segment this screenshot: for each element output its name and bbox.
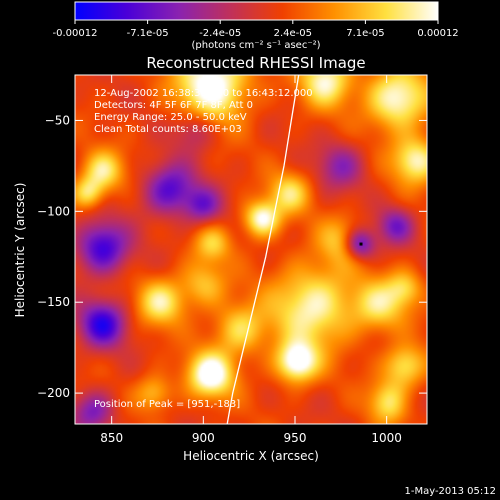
colorbar-tick-label: -0.00012 (53, 28, 98, 39)
peak-position-label: Position of Peak = [951,-183] (94, 399, 240, 410)
info-text: 12-Aug-2002 16:38:36.000 to 16:43:12.000… (94, 88, 313, 135)
x-tick-label: 1000 (371, 431, 402, 445)
y-tick-label: −150 (37, 295, 70, 309)
x-tick-label: 950 (284, 431, 307, 445)
y-tick-label: −100 (37, 204, 70, 218)
footer-date: 1-May-2013 05:12 (404, 486, 496, 497)
colorbar-tick-label: -7.1e-05 (127, 28, 169, 39)
colorbar-tick-label: 7.1e-05 (346, 28, 384, 39)
y-tick-label: −50 (45, 113, 70, 127)
plot-frame (74, 74, 428, 425)
plot-area (74, 74, 428, 425)
colorbar-ticks: -0.00012 -7.1e-05 -2.4e-05 2.4e-05 7.1e-05 0.… (53, 20, 459, 39)
info-line-4: Clean Total counts: 8.60E+03 (94, 124, 242, 135)
y-tick-label: −200 (37, 386, 70, 400)
info-line-3: Energy Range: 25.0 - 50.0 keV (94, 112, 247, 123)
colorbar-tick-label: 0.00012 (417, 28, 458, 39)
chart-title: Reconstructed RHESSI Image (146, 54, 365, 72)
x-tick-label: 850 (100, 431, 123, 445)
colorbar-unit-label: (photons cm⁻² s⁻¹ asec⁻²) (191, 40, 320, 51)
x-tick-label: 900 (192, 431, 215, 445)
info-line-1: 12-Aug-2002 16:38:36.000 to 16:43:12.000 (94, 88, 313, 99)
y-axis-label: Heliocentric Y (arcsec) (13, 183, 27, 318)
info-line-2: Detectors: 4F 5F 6F 7F 8F, Att 0 (94, 100, 253, 111)
colorbar-tick-label: 2.4e-05 (274, 28, 312, 39)
axis-ticks: 850 900 950 1000 −50 −100 −150 −200 (37, 75, 427, 445)
x-axis-label: Heliocentric X (arcsec) (183, 449, 319, 463)
colorbar-tick-label: -2.4e-05 (199, 28, 241, 39)
heatmap-image (75, 75, 427, 424)
peak-marker (359, 242, 363, 246)
solar-limb-line (226, 74, 300, 425)
colorbar (74, 1, 439, 21)
